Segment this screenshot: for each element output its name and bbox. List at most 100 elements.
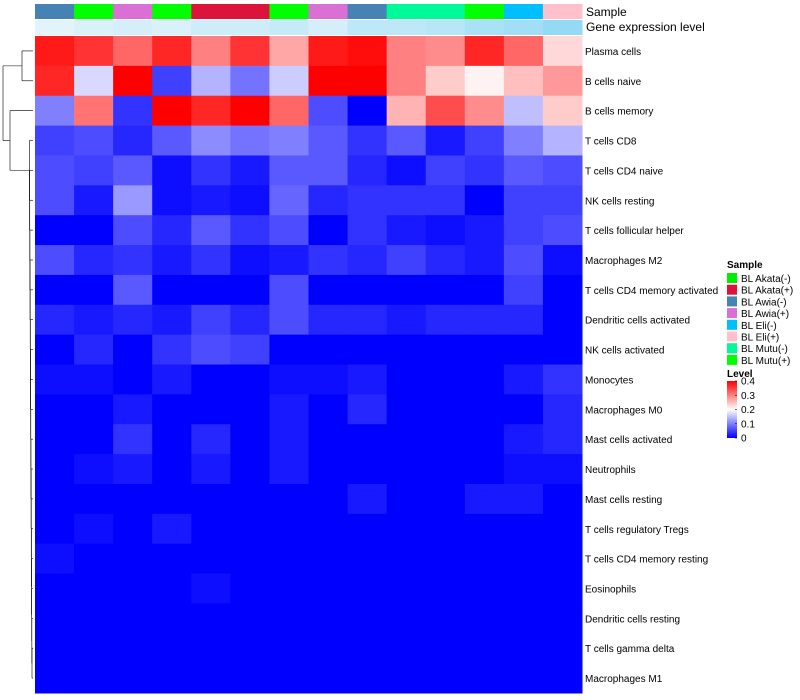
heatmap-cell — [347, 663, 388, 694]
heatmap-cell — [347, 394, 388, 425]
heatmap-cell — [74, 364, 114, 395]
heatmap-cell — [35, 125, 75, 156]
heatmap-cell — [308, 394, 349, 425]
gene-expression-annotation-cell — [152, 20, 192, 35]
heatmap-cell — [35, 633, 75, 664]
heatmap-cell — [230, 483, 270, 515]
heatmap-cell — [191, 483, 231, 515]
heatmap-cell — [35, 573, 75, 604]
heatmap-cell — [347, 36, 388, 67]
heatmap-cell — [386, 573, 427, 604]
heatmap-cell — [74, 424, 114, 455]
heatmap-cell — [542, 95, 583, 127]
row-label: Eosinophils — [585, 584, 636, 595]
row-label: T cells gamma delta — [585, 644, 675, 655]
heatmap-cell — [74, 185, 114, 216]
heatmap-cell — [503, 394, 544, 425]
sample-annotation-cell — [386, 4, 427, 19]
heatmap-cell — [230, 185, 270, 216]
heatmap-cell — [464, 334, 505, 365]
heatmap-cell — [347, 215, 388, 246]
gene-expression-annotation-cell — [386, 20, 427, 35]
row-label: Monocytes — [585, 375, 633, 386]
heatmap-cell — [542, 543, 583, 575]
heatmap-cell — [269, 304, 309, 336]
heatmap-cell — [308, 603, 349, 634]
heatmap-cell — [269, 633, 309, 664]
sample-legend-swatch — [727, 319, 737, 330]
heatmap-cell — [74, 603, 114, 634]
level-legend: Level 0.4 0.3 0.2 0.1 0 — [727, 369, 755, 445]
heatmap-cell — [152, 603, 192, 634]
heatmap-cell — [464, 304, 505, 336]
sample-annotation-cell — [347, 4, 388, 19]
heatmap-cell — [542, 245, 583, 276]
heatmap-cell — [347, 603, 388, 634]
level-legend-tick-label: 0.3 — [741, 391, 755, 402]
level-legend-tick-label: 0.1 — [741, 419, 755, 430]
heatmap-cell — [152, 155, 192, 186]
heatmap-cell — [230, 95, 270, 127]
gene-expression-annotation-track — [35, 20, 583, 35]
sample-legend-swatch — [727, 308, 737, 319]
heatmap-cell — [35, 274, 75, 306]
row-label: Dendritic cells activated — [585, 316, 690, 327]
heatmap-cell — [35, 513, 75, 545]
sample-legend-label: BL Mutu(+) — [741, 356, 790, 367]
heatmap-cell — [308, 304, 349, 336]
gene-expression-annotation-cell — [464, 20, 505, 35]
heatmap-cell — [386, 364, 427, 395]
heatmap-cell — [386, 304, 427, 336]
heatmap-cell — [386, 483, 427, 515]
level-legend-tick-label: 0.4 — [741, 377, 755, 388]
heatmap-cell — [542, 663, 583, 694]
heatmap-cell — [464, 603, 505, 634]
heatmap-cell — [503, 215, 544, 246]
heatmap-cell — [152, 454, 192, 485]
heatmap-cell — [269, 274, 309, 306]
heatmap-cell — [152, 125, 192, 156]
heatmap-cell — [386, 543, 427, 575]
row-label: T cells CD8 — [585, 137, 637, 148]
heatmap-cell — [542, 454, 583, 485]
level-legend-tick-label: 0.2 — [741, 405, 755, 416]
sample-legend-swatch — [727, 284, 737, 295]
heatmap-cell — [269, 573, 309, 604]
heatmap-cell — [347, 513, 388, 545]
sample-legend-label: BL Akata(-) — [741, 274, 791, 285]
sample-legend-label: BL Eli(+) — [741, 333, 779, 344]
heatmap-cell — [35, 304, 75, 336]
heatmap-cell — [191, 633, 231, 664]
level-legend-tick-label: 0 — [741, 434, 747, 445]
heatmap-cell — [230, 424, 270, 455]
heatmap-cell — [386, 603, 427, 634]
heatmap-cell — [269, 603, 309, 634]
heatmap-cell — [269, 65, 309, 97]
heatmap-cell — [464, 65, 505, 97]
heatmap-cell — [191, 394, 231, 425]
heatmap-cell — [35, 36, 75, 67]
heatmap-cell — [542, 274, 583, 306]
heatmap-cell — [74, 274, 114, 306]
row-label: Dendritic cells resting — [585, 614, 680, 625]
heatmap-cell — [503, 603, 544, 634]
sample-legend-title: Sample — [727, 260, 763, 271]
heatmap-cell — [464, 633, 505, 664]
heatmap-cell — [425, 573, 466, 604]
heatmap-cell — [503, 573, 544, 604]
heatmap-cell — [35, 95, 75, 127]
heatmap-cell — [347, 125, 388, 156]
heatmap-cell — [347, 543, 388, 575]
heatmap-cell — [35, 663, 75, 694]
row-dendrogram — [2, 50, 33, 679]
heatmap-cell — [542, 155, 583, 186]
heatmap-cell — [113, 394, 153, 425]
heatmap-cell — [464, 364, 505, 395]
heatmap-cell — [269, 185, 309, 216]
heatmap-cell — [308, 185, 349, 216]
heatmap-cell — [191, 573, 231, 604]
heatmap-cell — [113, 454, 153, 485]
heatmap-cell — [503, 65, 544, 97]
heatmap-cell — [74, 633, 114, 664]
